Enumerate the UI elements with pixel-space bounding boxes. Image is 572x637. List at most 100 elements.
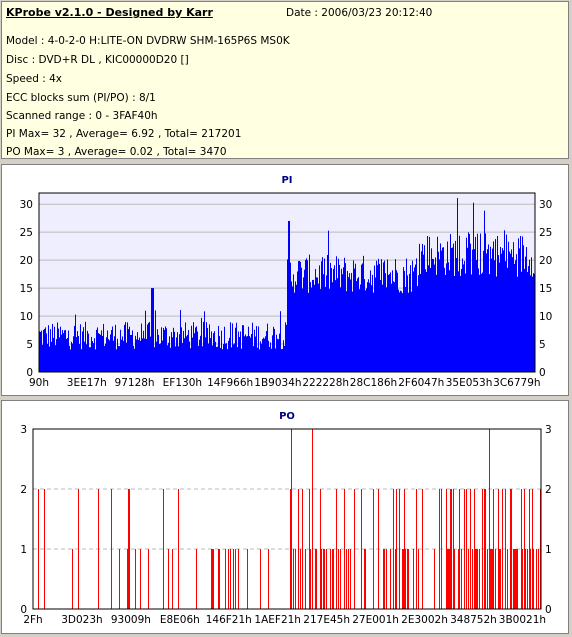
- po-bar: [129, 489, 130, 609]
- po-bar: [361, 489, 362, 609]
- pi-bar: [519, 248, 520, 372]
- pi-bar: [184, 338, 185, 372]
- pi-bar: [464, 261, 465, 372]
- pi-bar: [244, 336, 245, 372]
- pi-bar: [273, 326, 274, 372]
- pi-bar: [503, 250, 504, 372]
- po-bar: [247, 549, 248, 609]
- po-bar: [350, 549, 351, 609]
- po-bar: [315, 549, 316, 609]
- pi-bar: [60, 326, 61, 372]
- pi-bar: [209, 324, 210, 372]
- pi-bar: [373, 292, 374, 372]
- pi-bar: [390, 272, 391, 372]
- pi-bar: [252, 322, 253, 372]
- po-bar: [500, 549, 501, 609]
- pi-bar: [170, 347, 171, 372]
- po-bar: [390, 549, 391, 609]
- pi-bar: [83, 327, 84, 372]
- pi-bar: [533, 273, 534, 372]
- pi-bar: [405, 286, 406, 372]
- po-bar: [386, 549, 387, 609]
- pi-bar: [474, 249, 475, 372]
- pi-bar: [376, 260, 377, 372]
- pi-bar: [351, 272, 352, 372]
- pi-bar: [127, 322, 128, 372]
- pi-bar: [40, 331, 41, 372]
- pi-bar: [150, 336, 151, 372]
- pi-bar: [429, 236, 430, 372]
- pi-bar: [158, 334, 159, 372]
- po-bar: [407, 549, 408, 609]
- po-bar: [260, 549, 261, 609]
- po-bar: [323, 549, 324, 609]
- pi-bar: [194, 333, 195, 372]
- pi-bar: [130, 334, 131, 372]
- pi-bar: [399, 292, 400, 372]
- scan-date: Date : 2006/03/23 20:12:40: [286, 7, 433, 19]
- pi-bar: [510, 253, 511, 372]
- po-bar: [228, 549, 229, 609]
- pi-bar: [180, 310, 181, 372]
- po-bar: [413, 549, 414, 609]
- pi-bar: [67, 337, 68, 372]
- pi-bar: [187, 334, 188, 372]
- pi-bar: [307, 260, 308, 372]
- pi-bar: [92, 340, 93, 372]
- pi-bar: [149, 321, 150, 372]
- po-bar: [461, 549, 462, 609]
- pi-bar: [93, 343, 94, 372]
- pi-bar: [323, 274, 324, 372]
- pi-bar: [274, 328, 275, 372]
- pi-bar: [331, 268, 332, 372]
- pi-bar: [219, 336, 220, 372]
- po-bar: [140, 549, 141, 609]
- pi-bar: [501, 253, 502, 372]
- pi-bar: [392, 270, 393, 372]
- pi-bar: [234, 343, 235, 372]
- po-bar: [135, 549, 136, 609]
- pi-bar: [418, 275, 419, 372]
- pi-bar: [441, 250, 442, 372]
- pi-bar: [365, 290, 366, 372]
- po-bar: [453, 489, 454, 609]
- pi-bar: [176, 337, 177, 372]
- pi-bar: [131, 334, 132, 372]
- pi-chart: PI 0 0 5 5 10 10 15 15 20 20 25 25 30 30 90h 3EE17h 97128…: [20, 175, 553, 389]
- pi-bar: [246, 336, 247, 372]
- pi-bar: [391, 283, 392, 372]
- pi-bar: [171, 332, 172, 372]
- pi-bar: [321, 261, 322, 372]
- pi-bar: [319, 265, 320, 372]
- po-bar: [479, 549, 480, 609]
- pi-bar: [59, 337, 60, 372]
- pi-bar: [222, 349, 223, 372]
- po-bar: [408, 549, 409, 609]
- pi-bar: [221, 330, 222, 372]
- pi-bar: [201, 317, 202, 372]
- pi-bar: [312, 280, 313, 372]
- pi-bar: [476, 260, 477, 372]
- pi-bar: [185, 322, 186, 372]
- pi-bar: [453, 243, 454, 372]
- pi-bar: [285, 322, 286, 372]
- po-bar: [416, 489, 417, 609]
- pi-bar: [271, 348, 272, 372]
- y-tick-label-right: 30: [539, 199, 552, 211]
- po-bar: [332, 549, 333, 609]
- pi-bar: [253, 346, 254, 372]
- po-bar: [295, 549, 296, 609]
- app-title: KProbe v2.1.0 - Designed by Karr: [6, 6, 213, 19]
- pi-bar: [232, 323, 233, 372]
- pi-bar: [163, 327, 164, 372]
- po-bar: [373, 489, 374, 609]
- pi-bar: [280, 311, 281, 372]
- pi-bar: [231, 347, 232, 372]
- pi-bar: [115, 324, 116, 372]
- po-bar: [499, 549, 500, 609]
- pi-bar: [413, 271, 414, 372]
- po-bar: [525, 549, 526, 609]
- po-bar: [365, 549, 366, 609]
- pi-bar: [121, 339, 122, 372]
- po-bar: [474, 489, 475, 609]
